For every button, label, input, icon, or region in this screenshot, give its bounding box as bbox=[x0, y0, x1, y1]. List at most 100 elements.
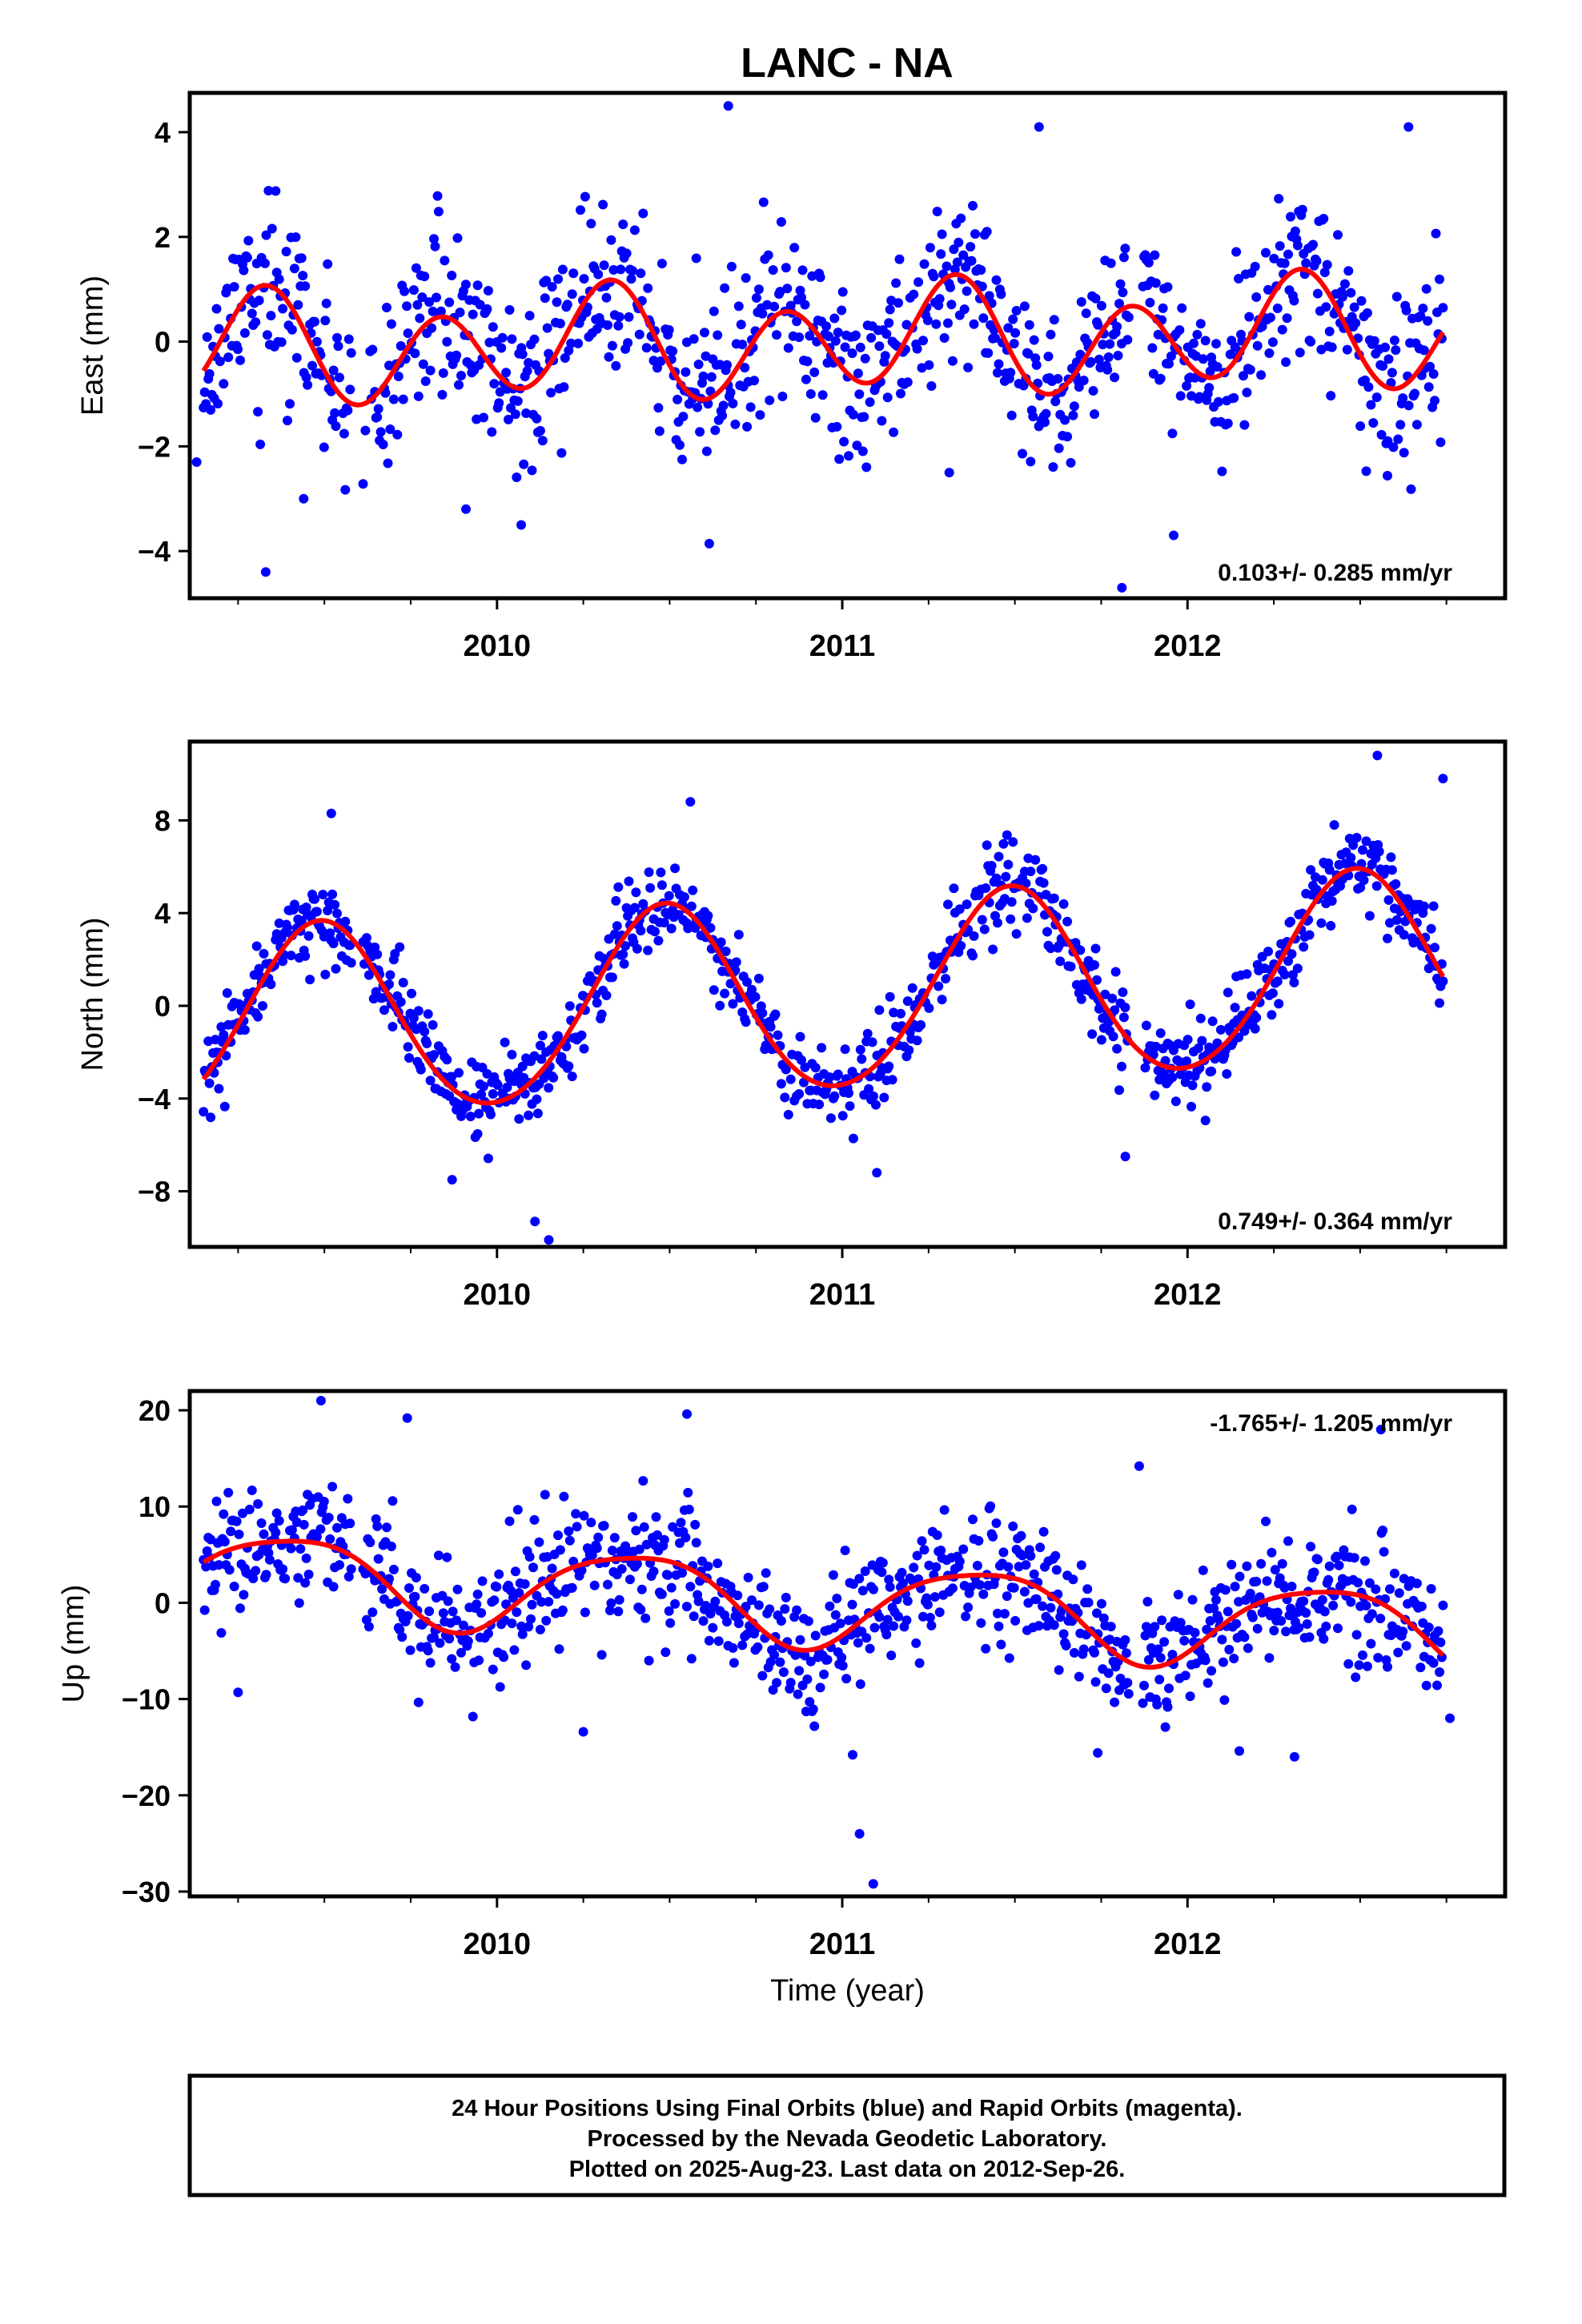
data-point bbox=[547, 1563, 557, 1574]
data-point bbox=[393, 372, 404, 381]
data-point bbox=[339, 428, 349, 439]
data-point bbox=[510, 409, 520, 420]
data-point bbox=[1306, 1542, 1316, 1552]
data-point bbox=[485, 1109, 496, 1120]
y-tick-label: −2 bbox=[138, 430, 171, 463]
data-point bbox=[793, 1689, 803, 1699]
data-point bbox=[860, 1566, 870, 1576]
data-point bbox=[969, 319, 979, 329]
data-point bbox=[741, 273, 751, 283]
data-point bbox=[894, 254, 905, 264]
data-point bbox=[775, 1657, 785, 1667]
data-point bbox=[769, 301, 780, 312]
data-point bbox=[529, 334, 540, 344]
data-point bbox=[889, 1007, 899, 1018]
data-point bbox=[321, 298, 331, 308]
data-point bbox=[668, 346, 678, 356]
data-point bbox=[1354, 1660, 1364, 1671]
data-point bbox=[1042, 927, 1052, 937]
data-point bbox=[976, 1618, 986, 1628]
data-point bbox=[1283, 249, 1293, 259]
data-point bbox=[1261, 247, 1271, 258]
data-point bbox=[728, 398, 738, 408]
data-point bbox=[1189, 338, 1199, 348]
data-point bbox=[809, 1721, 820, 1731]
data-point bbox=[1209, 1603, 1219, 1614]
data-point bbox=[884, 1061, 894, 1072]
data-point bbox=[802, 1674, 813, 1684]
data-point bbox=[1180, 1671, 1191, 1681]
data-point bbox=[1391, 345, 1401, 356]
data-point bbox=[611, 895, 621, 906]
data-point bbox=[700, 328, 709, 338]
data-point bbox=[465, 1112, 476, 1122]
data-point bbox=[665, 1618, 676, 1628]
data-point bbox=[509, 1645, 520, 1655]
data-point bbox=[1010, 328, 1021, 338]
data-point bbox=[512, 1505, 523, 1515]
data-point bbox=[880, 351, 890, 361]
data-point bbox=[1034, 1621, 1044, 1631]
data-point bbox=[1366, 400, 1376, 410]
outlier-point bbox=[868, 1879, 878, 1889]
data-point bbox=[553, 274, 563, 284]
velocity-label: -1.765+/- 1.205 mm/yr bbox=[1210, 1410, 1452, 1437]
outlier-point bbox=[1383, 436, 1393, 446]
x-tick-label: 2011 bbox=[809, 1278, 875, 1312]
data-point bbox=[886, 1651, 897, 1661]
data-point bbox=[447, 1072, 457, 1082]
data-point bbox=[978, 313, 989, 324]
data-point bbox=[1140, 1063, 1150, 1073]
data-point bbox=[783, 1109, 793, 1120]
data-point bbox=[850, 330, 861, 340]
data-point bbox=[1107, 993, 1118, 1003]
data-point bbox=[977, 915, 987, 925]
data-point bbox=[736, 320, 746, 330]
data-point bbox=[654, 426, 665, 436]
data-point bbox=[289, 263, 299, 274]
data-point bbox=[936, 249, 946, 259]
data-point bbox=[328, 939, 339, 949]
data-points bbox=[191, 101, 1448, 593]
data-point bbox=[1380, 342, 1391, 352]
data-point bbox=[1021, 1560, 1031, 1570]
outlier-point bbox=[1169, 530, 1178, 541]
data-point bbox=[1038, 878, 1049, 888]
data-point bbox=[1076, 994, 1086, 1004]
data-point bbox=[560, 353, 570, 363]
data-point bbox=[235, 355, 245, 365]
data-point bbox=[837, 1652, 847, 1663]
data-point bbox=[656, 356, 666, 366]
data-point bbox=[861, 1633, 872, 1643]
data-point bbox=[728, 1642, 738, 1653]
data-point bbox=[844, 1088, 853, 1098]
data-point bbox=[564, 1526, 574, 1536]
data-point bbox=[607, 340, 617, 351]
data-point bbox=[720, 988, 730, 999]
data-point bbox=[386, 1542, 396, 1551]
data-point bbox=[1339, 279, 1350, 289]
data-point bbox=[1267, 1547, 1277, 1558]
data-point bbox=[520, 1579, 530, 1589]
data-point bbox=[604, 1606, 615, 1615]
data-point bbox=[670, 1598, 681, 1609]
data-point bbox=[925, 243, 935, 253]
data-point bbox=[877, 416, 887, 426]
data-point bbox=[931, 319, 942, 329]
data-point bbox=[1274, 194, 1284, 204]
data-point bbox=[653, 403, 664, 413]
data-point bbox=[328, 365, 339, 376]
data-point bbox=[291, 232, 301, 243]
data-point bbox=[830, 336, 841, 346]
data-point bbox=[1139, 1680, 1149, 1691]
data-point bbox=[1385, 1584, 1395, 1594]
data-point bbox=[365, 1538, 375, 1547]
outlier-point bbox=[723, 101, 733, 111]
data-point bbox=[1323, 1574, 1334, 1585]
data-point bbox=[303, 931, 314, 941]
data-point bbox=[865, 397, 875, 408]
data-point bbox=[728, 999, 738, 1009]
data-point bbox=[1110, 372, 1120, 383]
data-point bbox=[833, 1069, 843, 1080]
data-point bbox=[1069, 1647, 1079, 1658]
